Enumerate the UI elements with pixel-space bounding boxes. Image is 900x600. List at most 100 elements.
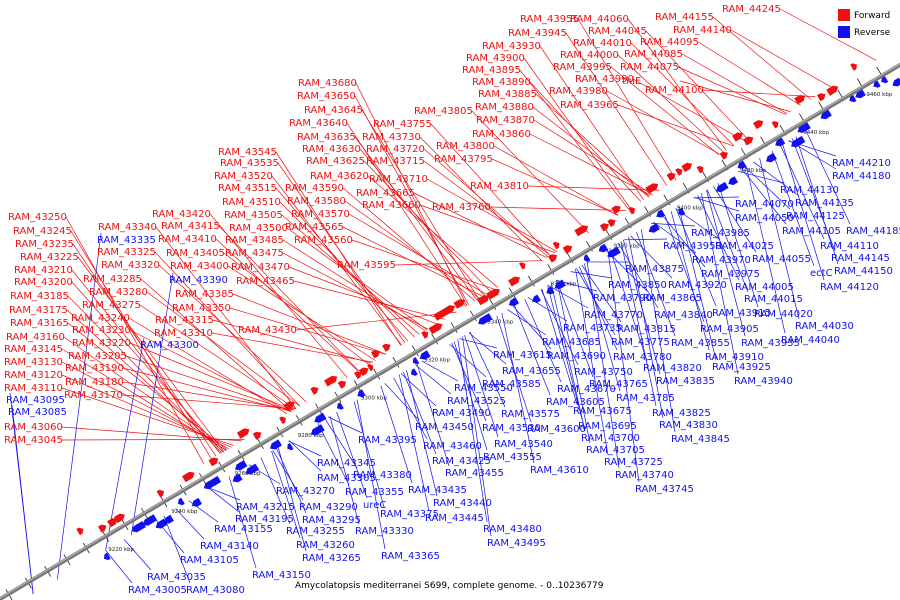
forward-callout-line bbox=[122, 381, 294, 411]
forward-gene-arrow bbox=[816, 93, 826, 102]
forward-callout-line bbox=[423, 160, 551, 256]
forward-callout-line bbox=[288, 266, 437, 325]
gene-label: RAM_43605 bbox=[546, 397, 605, 408]
reverse-callout-line bbox=[356, 399, 386, 550]
reverse-callout-line bbox=[163, 515, 191, 584]
gene-label: RAM_43385 bbox=[175, 289, 234, 300]
scale-tick-label: 9420 kbp bbox=[740, 168, 766, 174]
forward-gene-arrow bbox=[310, 386, 319, 395]
gene-label: RAM_43330 bbox=[355, 526, 414, 537]
gene-label: RAM_43440 bbox=[433, 498, 492, 509]
forward-gene-arrow bbox=[552, 241, 560, 250]
forward-callout-line bbox=[627, 18, 727, 151]
forward-gene-arrow bbox=[76, 527, 84, 536]
gene-label: RAM_43480 bbox=[483, 524, 542, 535]
gene-label: RAM_43735 bbox=[563, 323, 622, 334]
reverse-gene-arrow bbox=[411, 368, 418, 376]
gene-label: RAM_44125 bbox=[786, 211, 845, 222]
gene-label: RAM_44040 bbox=[781, 335, 840, 346]
reverse-gene-arrow bbox=[314, 412, 327, 423]
reverse-callout-line bbox=[694, 197, 740, 212]
scale-tick-label: 9380 kbp bbox=[614, 244, 640, 250]
gene-label: RAM_43390 bbox=[169, 275, 228, 286]
gene-label: RAM_43155 bbox=[214, 524, 273, 535]
reverse-callout-line bbox=[583, 263, 621, 392]
reverse-callout-line bbox=[317, 423, 350, 486]
reverse-gene-arrow bbox=[881, 75, 889, 84]
gene-label: RAM_43805 bbox=[414, 106, 473, 117]
reverse-callout-line bbox=[701, 193, 739, 375]
gene-label: RAM_44030 bbox=[795, 321, 854, 332]
forward-gene-arrow bbox=[675, 168, 683, 176]
forward-gene-arrow bbox=[208, 457, 219, 467]
gene-label: RAM_43540 bbox=[494, 439, 553, 450]
gene-label: RAM_43430 bbox=[238, 325, 297, 336]
reverse-callout-line bbox=[469, 331, 506, 408]
gene-label: RAM_43935 bbox=[741, 338, 800, 349]
forward-callout-line bbox=[125, 355, 292, 412]
reverse-callout-line bbox=[421, 360, 459, 382]
gene-arrows bbox=[76, 63, 900, 561]
gene-label: RAM_43225 bbox=[20, 252, 79, 263]
gene-label: RAM_43830 bbox=[659, 420, 718, 431]
gene-label: RAM_43570 bbox=[291, 209, 350, 220]
gene-label: RAM_43205 bbox=[68, 351, 127, 362]
forward-callout-line bbox=[72, 243, 217, 457]
gene-label: RAM_43500 bbox=[229, 223, 288, 234]
reverse-gene-arrow bbox=[164, 514, 174, 524]
reverse-gene-arrow bbox=[791, 135, 806, 148]
gene-label: RAM_43770 bbox=[584, 310, 643, 321]
gene-label: RAM_43990 bbox=[575, 74, 634, 85]
gene-label: RAM_43690 bbox=[547, 351, 606, 362]
forward-callout-line bbox=[493, 145, 618, 216]
forward-callout-line bbox=[63, 336, 227, 451]
gene-label: RAM_43905 bbox=[700, 324, 759, 335]
reverse-callout-line bbox=[575, 268, 609, 456]
gene-label: RAM_43710 bbox=[369, 174, 428, 185]
gene-label: RAM_44180 bbox=[832, 171, 891, 182]
forward-callout-line bbox=[519, 69, 629, 210]
reverse-callout-line bbox=[277, 446, 307, 552]
gene-label: RAM_43585 bbox=[482, 379, 541, 390]
reverse-callout-line bbox=[464, 335, 499, 438]
forward-callout-line bbox=[212, 319, 372, 364]
gene-label: RAM_43970 bbox=[692, 255, 751, 266]
scale-tick-label: 9400 kbp bbox=[677, 206, 703, 212]
forward-callout-line bbox=[527, 185, 660, 191]
gene-label: RAM_44110 bbox=[820, 241, 879, 252]
gene-label: RAM_43840 bbox=[654, 310, 713, 321]
gene-label: RAM_43920 bbox=[668, 280, 727, 291]
gene-label: RAM_43260 bbox=[296, 540, 355, 551]
gene-label: RAM_43855 bbox=[671, 338, 730, 349]
gene-label: RAM_43345 bbox=[317, 458, 376, 469]
reverse-gene-arrow bbox=[855, 89, 866, 99]
gene-label: RAM_43425 bbox=[432, 456, 491, 467]
gene-label: RAM_43930 bbox=[482, 41, 541, 52]
scale-tick-label: 9460 kbp bbox=[866, 92, 892, 98]
forward-callout-line bbox=[227, 265, 376, 361]
gene-label: RAM_43780 bbox=[613, 352, 672, 363]
reverse-gene-arrow bbox=[419, 350, 431, 360]
legend-reverse-label: Reverse bbox=[854, 28, 891, 38]
scale-tick-label: 9240 kbp bbox=[171, 509, 197, 515]
gene-label: RAM_43505 bbox=[224, 210, 283, 221]
reverse-callout-line bbox=[403, 371, 437, 455]
gene-label: RAM_43640 bbox=[289, 118, 348, 129]
reverse-callout-line bbox=[556, 279, 594, 378]
reverse-callout-line bbox=[457, 339, 488, 523]
gene-label: RAM_43850 bbox=[608, 280, 667, 291]
reverse-gene-arrow bbox=[728, 176, 739, 185]
forward-callout-line bbox=[712, 16, 812, 100]
reverse-callout-line bbox=[795, 136, 839, 265]
gene-label: RAM_43250 bbox=[8, 212, 67, 223]
gene-label: RAM_43620 bbox=[310, 171, 369, 182]
forward-gene-arrow bbox=[599, 223, 609, 232]
forward-gene-arrow bbox=[114, 513, 125, 523]
reverse-callout-line bbox=[662, 215, 706, 268]
gene-label: RAM_43200 bbox=[14, 277, 73, 288]
forward-callout-line bbox=[471, 110, 589, 234]
gene-label: RAM_43220 bbox=[72, 338, 131, 349]
reverse-gene-arrow bbox=[678, 207, 686, 216]
gene-label: RAM_43415 bbox=[161, 221, 220, 232]
